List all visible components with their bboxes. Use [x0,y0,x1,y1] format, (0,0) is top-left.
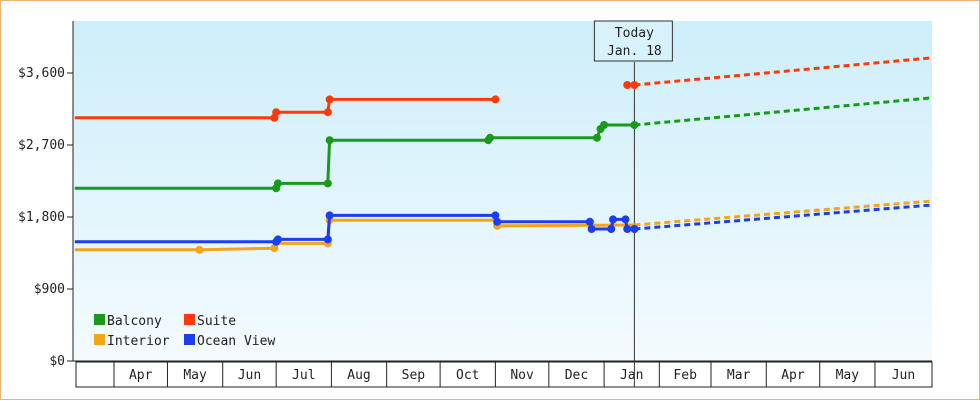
x-tick-label: Mar [727,368,751,383]
legend-swatch [94,334,105,345]
data-point[interactable] [630,225,639,233]
x-tick-label: Jul [292,368,315,383]
x-tick-label: Jun [892,368,915,383]
series-balcony [74,96,933,193]
legend-item-ocean-view[interactable]: Ocean View [184,334,275,349]
data-point[interactable] [630,121,639,129]
series-ocean-view [74,203,933,246]
data-point[interactable] [323,235,332,244]
data-point[interactable] [270,244,279,253]
x-tick-label: May [836,368,860,383]
x-tick-label: Oct [456,368,479,383]
series-line-suite [74,97,496,120]
y-tick-label: $0 [49,354,65,369]
legend-swatch [94,314,105,325]
data-point[interactable] [607,225,616,233]
legend-swatch [184,334,195,345]
legend-item-balcony[interactable]: Balcony [94,314,162,329]
x-tick-label: Nov [510,368,534,383]
y-tick-label: $1,800 [18,210,65,225]
y-tick-label: $3,600 [18,66,65,81]
data-point[interactable] [493,217,502,226]
x-tick-label: Sep [402,368,426,383]
data-point[interactable] [325,136,334,145]
y-tick-label: $2,700 [18,138,65,153]
legend-label: Suite [197,314,236,329]
data-point[interactable] [195,245,204,254]
legend-item-interior[interactable]: Interior [94,334,170,349]
data-point[interactable] [585,217,594,226]
x-tick-label: Jan [620,368,643,383]
series-suite [74,56,933,122]
data-point[interactable] [630,81,639,89]
data-point[interactable] [623,81,632,89]
data-point[interactable] [323,179,332,188]
data-point[interactable] [621,215,630,224]
data-point[interactable] [491,95,500,104]
data-point[interactable] [272,108,281,117]
x-tick-label: Apr [129,368,153,383]
data-point[interactable] [592,133,601,142]
legend-item-suite[interactable]: Suite [184,314,236,329]
data-point[interactable] [486,133,495,142]
x-axis-band [75,361,933,388]
legend-swatch [184,314,195,325]
x-tick-label: Apr [781,368,805,383]
data-point[interactable] [600,121,609,129]
today-label: Today [615,26,654,41]
x-tick-label: Feb [673,368,697,383]
x-tick-label: May [183,368,207,383]
data-point[interactable] [325,95,334,104]
data-point[interactable] [587,225,596,233]
legend-label: Interior [107,334,170,349]
data-point[interactable] [273,179,282,188]
data-point[interactable] [273,235,282,244]
today-date: Jan. 18 [607,44,662,59]
x-tick-label: Aug [347,368,370,383]
data-point[interactable] [491,211,500,220]
x-tick-label: Jun [238,368,261,383]
data-point[interactable] [623,225,632,233]
today-box [593,20,673,62]
data-point[interactable] [323,108,332,117]
x-tick-label: Dec [565,368,588,383]
legend-label: Ocean View [197,334,275,349]
data-point[interactable] [608,215,617,224]
data-point[interactable] [325,211,334,220]
legend-label: Balcony [107,314,162,329]
plot-background [73,21,932,361]
y-tick-label: $900 [34,282,65,297]
